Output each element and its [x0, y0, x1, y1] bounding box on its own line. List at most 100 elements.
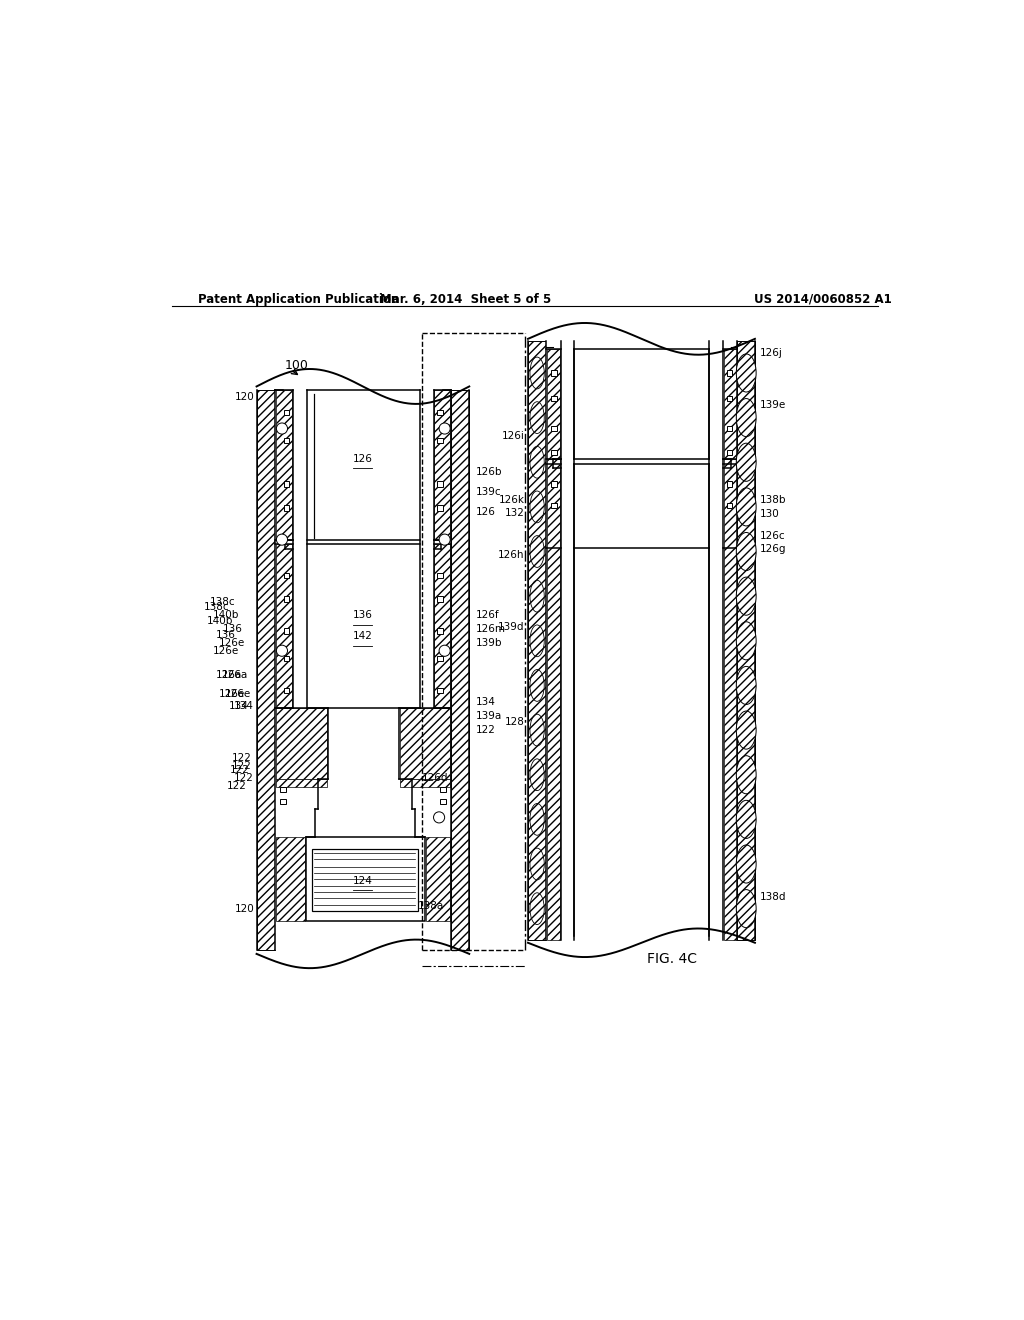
Text: 128: 128 — [505, 717, 524, 727]
Bar — [284, 411, 290, 416]
Bar — [275, 391, 292, 540]
Bar — [528, 342, 546, 940]
Text: 126a: 126a — [216, 669, 243, 680]
Text: 126j: 126j — [760, 348, 782, 358]
Bar — [434, 391, 451, 540]
Circle shape — [276, 422, 288, 434]
Text: 126e: 126e — [213, 645, 240, 656]
Text: 126m: 126m — [475, 623, 506, 634]
Text: 120: 120 — [234, 392, 254, 401]
Bar — [551, 482, 557, 487]
Text: 142: 142 — [353, 631, 373, 642]
Bar — [275, 837, 305, 920]
Ellipse shape — [530, 536, 544, 568]
Text: 126d: 126d — [422, 772, 449, 783]
Ellipse shape — [736, 622, 756, 660]
Bar — [275, 544, 292, 708]
Text: 126e: 126e — [224, 689, 251, 700]
Bar — [437, 628, 442, 634]
Bar — [284, 482, 290, 487]
Bar — [727, 370, 732, 376]
Bar — [400, 779, 451, 787]
Text: 138d: 138d — [760, 892, 786, 902]
Ellipse shape — [530, 759, 544, 791]
Bar — [551, 370, 557, 376]
Text: 136: 136 — [216, 630, 236, 640]
Text: US 2014/0060852 A1: US 2014/0060852 A1 — [754, 293, 891, 306]
Circle shape — [439, 422, 451, 434]
Bar — [724, 350, 736, 458]
Bar — [257, 391, 274, 950]
Bar — [546, 342, 737, 940]
Text: 120: 120 — [234, 904, 254, 913]
Bar — [284, 506, 290, 511]
Bar — [551, 396, 557, 401]
Ellipse shape — [736, 399, 756, 437]
Bar — [727, 450, 732, 455]
Bar — [274, 391, 451, 950]
Text: Patent Application Publication: Patent Application Publication — [198, 293, 399, 306]
Bar — [312, 849, 418, 911]
Text: 139e: 139e — [760, 400, 786, 409]
Text: 138a: 138a — [418, 902, 444, 911]
Text: 126e: 126e — [219, 638, 246, 648]
Circle shape — [439, 645, 451, 656]
Bar — [280, 799, 286, 804]
Bar — [434, 544, 451, 708]
Text: 122: 122 — [475, 725, 496, 735]
Bar — [547, 458, 560, 940]
Bar — [437, 656, 442, 661]
Bar — [551, 426, 557, 432]
Bar — [437, 688, 442, 693]
Bar — [440, 799, 445, 804]
Ellipse shape — [530, 849, 544, 880]
Bar — [724, 458, 736, 940]
Bar — [737, 342, 755, 940]
Bar — [306, 837, 425, 920]
Text: 126e: 126e — [219, 689, 246, 700]
Ellipse shape — [736, 711, 756, 750]
Ellipse shape — [736, 667, 756, 705]
Ellipse shape — [736, 444, 756, 482]
Ellipse shape — [530, 624, 544, 656]
Text: 122: 122 — [231, 760, 252, 771]
Text: 126k: 126k — [499, 495, 524, 506]
Circle shape — [276, 645, 288, 656]
Bar — [437, 597, 442, 602]
Bar — [284, 438, 290, 444]
Text: 122: 122 — [227, 780, 247, 791]
Bar — [280, 787, 286, 792]
Ellipse shape — [736, 890, 756, 928]
Ellipse shape — [530, 892, 544, 924]
Bar — [727, 426, 732, 432]
Text: 126b: 126b — [475, 467, 502, 477]
Bar — [727, 503, 732, 508]
Bar — [284, 597, 290, 602]
Text: 126g: 126g — [760, 544, 786, 554]
Ellipse shape — [530, 446, 544, 478]
Text: 130: 130 — [760, 510, 779, 519]
Text: 126h: 126h — [499, 550, 524, 561]
Text: 138c: 138c — [204, 602, 229, 612]
Text: 138b: 138b — [760, 495, 786, 506]
Circle shape — [439, 535, 451, 545]
Text: 126i: 126i — [502, 432, 524, 441]
Text: 132: 132 — [505, 508, 524, 519]
Text: 134: 134 — [228, 701, 249, 711]
Text: 126: 126 — [353, 454, 373, 463]
Ellipse shape — [530, 491, 544, 523]
Bar — [437, 573, 442, 578]
Ellipse shape — [736, 488, 756, 525]
Bar — [440, 787, 445, 792]
Ellipse shape — [530, 581, 544, 612]
Text: 134: 134 — [475, 697, 496, 708]
Bar — [551, 503, 557, 508]
Ellipse shape — [736, 755, 756, 793]
Ellipse shape — [736, 354, 756, 392]
Bar — [275, 779, 328, 787]
Bar — [275, 708, 328, 779]
Text: 136: 136 — [353, 610, 373, 620]
Bar — [727, 482, 732, 487]
Text: 100: 100 — [285, 359, 309, 371]
Bar — [727, 396, 732, 401]
